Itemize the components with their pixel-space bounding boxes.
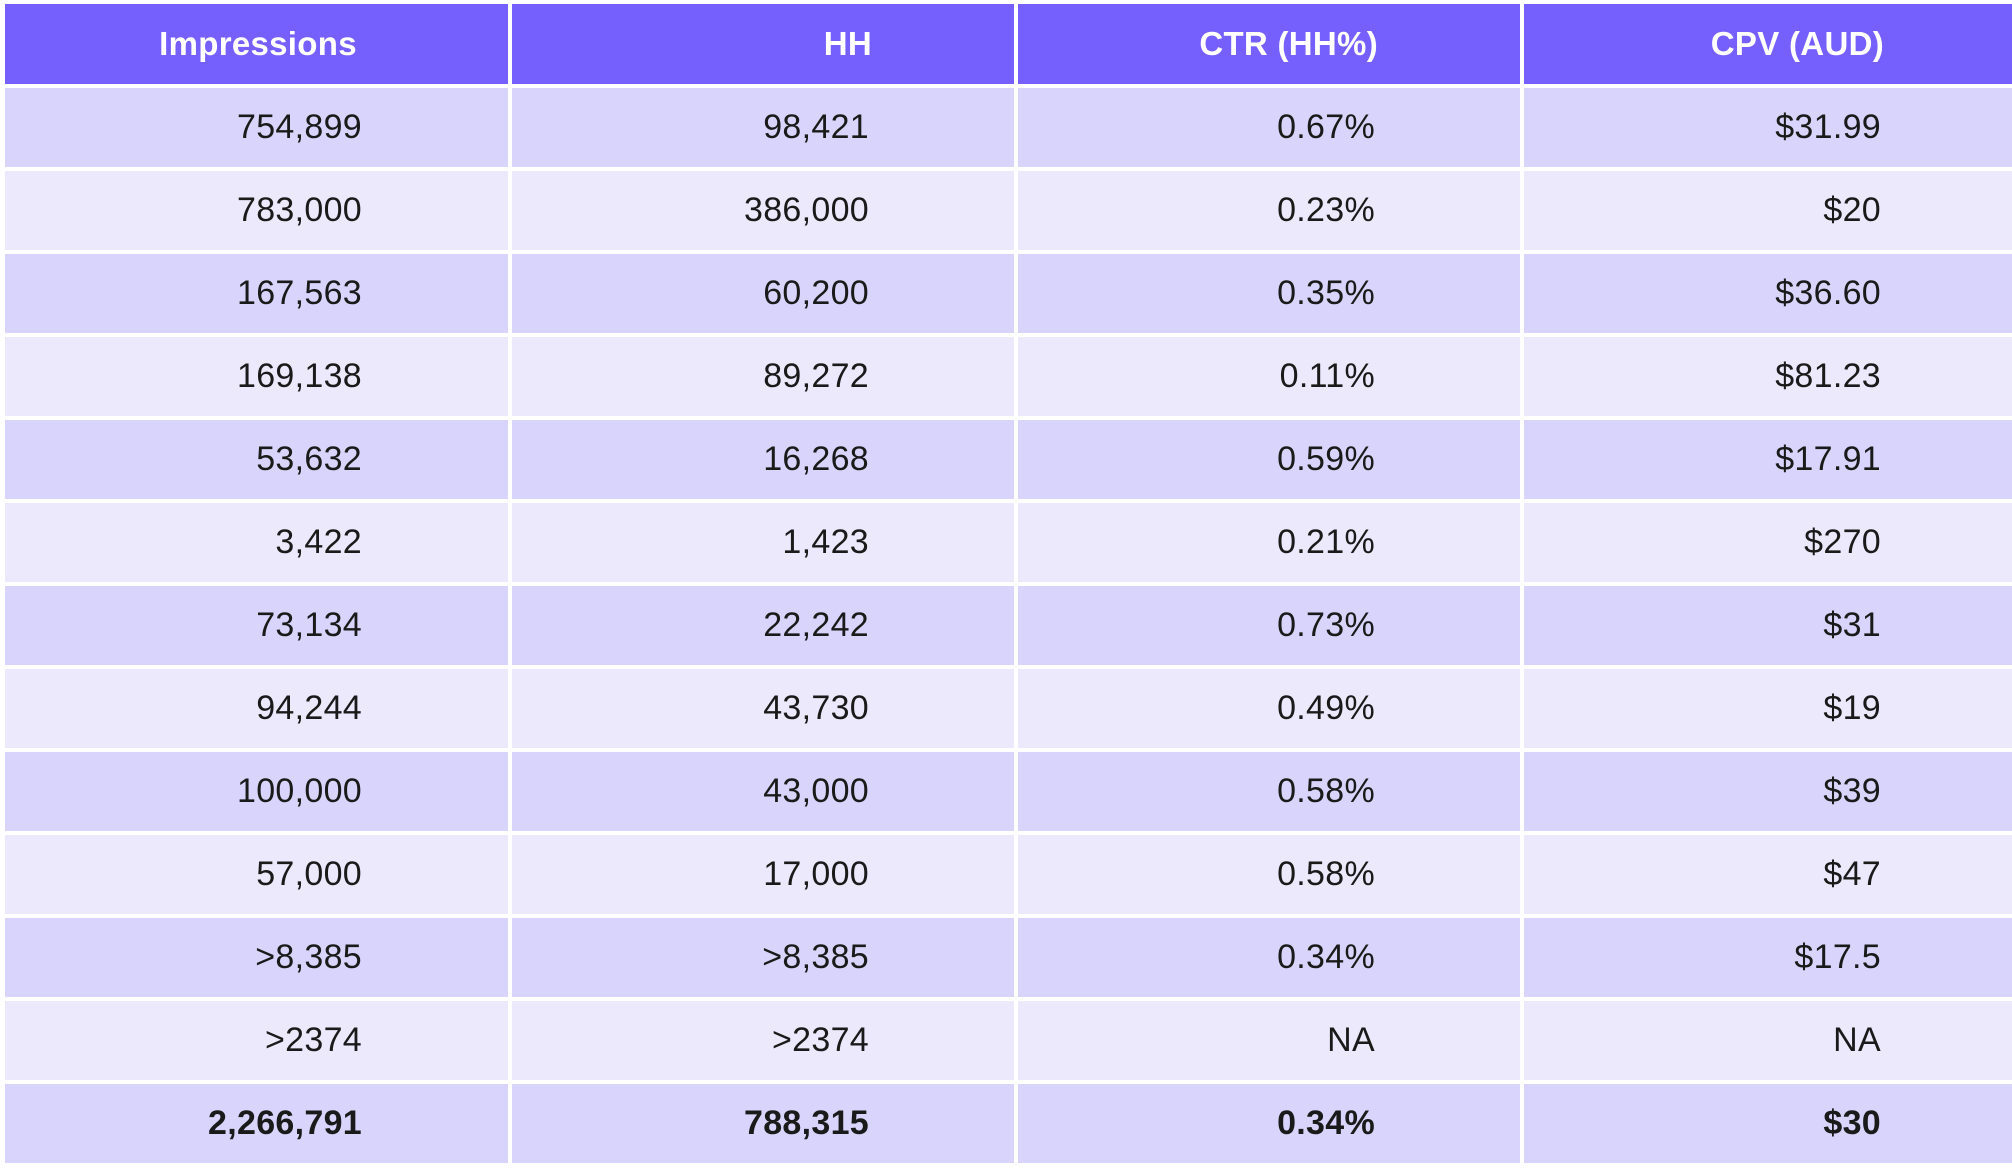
- cell-cpv: $31.99: [1524, 88, 2012, 167]
- cell-cpv: NA: [1524, 1001, 2012, 1080]
- total-impressions: 2,266,791: [0, 1084, 508, 1163]
- cell-hh: >2374: [512, 1001, 1014, 1080]
- cell-impressions: 57,000: [0, 835, 508, 914]
- cell-ctr: 0.34%: [1018, 918, 1520, 997]
- cell-hh: 43,000: [512, 752, 1014, 831]
- cell-impressions: >2374: [0, 1001, 508, 1080]
- cell-impressions: 167,563: [0, 254, 508, 333]
- cell-hh: 17,000: [512, 835, 1014, 914]
- cell-hh: 386,000: [512, 171, 1014, 250]
- cell-cpv: $81.23: [1524, 337, 2012, 416]
- cell-hh: 89,272: [512, 337, 1014, 416]
- cell-impressions: 754,899: [0, 88, 508, 167]
- cell-impressions: 783,000: [0, 171, 508, 250]
- cell-cpv: $270: [1524, 503, 2012, 582]
- cell-ctr: 0.21%: [1018, 503, 1520, 582]
- total-ctr: 0.34%: [1018, 1084, 1520, 1163]
- cell-impressions: 3,422: [0, 503, 508, 582]
- cell-ctr: 0.23%: [1018, 171, 1520, 250]
- cell-ctr: 0.58%: [1018, 752, 1520, 831]
- cell-impressions: 94,244: [0, 669, 508, 748]
- cell-cpv: $39: [1524, 752, 2012, 831]
- cell-ctr: NA: [1018, 1001, 1520, 1080]
- cell-ctr: 0.67%: [1018, 88, 1520, 167]
- cell-ctr: 0.73%: [1018, 586, 1520, 665]
- cell-hh: 16,268: [512, 420, 1014, 499]
- total-hh: 788,315: [512, 1084, 1014, 1163]
- cell-impressions: 169,138: [0, 337, 508, 416]
- metrics-table: Impressions HH CTR (HH%) CPV (AUD) 754,8…: [0, 4, 2012, 1167]
- cell-impressions: 73,134: [0, 586, 508, 665]
- cell-ctr: 0.49%: [1018, 669, 1520, 748]
- cell-cpv: $20: [1524, 171, 2012, 250]
- cell-cpv: $19: [1524, 669, 2012, 748]
- cell-hh: 60,200: [512, 254, 1014, 333]
- cell-hh: 22,242: [512, 586, 1014, 665]
- cell-ctr: 0.58%: [1018, 835, 1520, 914]
- header-ctr: CTR (HH%): [1018, 4, 1520, 84]
- header-hh: HH: [512, 4, 1014, 84]
- cell-hh: 98,421: [512, 88, 1014, 167]
- cell-impressions: 53,632: [0, 420, 508, 499]
- cell-cpv: $31: [1524, 586, 2012, 665]
- cell-cpv: $17.91: [1524, 420, 2012, 499]
- header-cpv: CPV (AUD): [1524, 4, 2012, 84]
- header-impressions: Impressions: [0, 4, 508, 84]
- cell-hh: >8,385: [512, 918, 1014, 997]
- cell-cpv: $36.60: [1524, 254, 2012, 333]
- cell-ctr: 0.11%: [1018, 337, 1520, 416]
- cell-hh: 43,730: [512, 669, 1014, 748]
- cell-cpv: $17.5: [1524, 918, 2012, 997]
- cell-hh: 1,423: [512, 503, 1014, 582]
- cell-ctr: 0.59%: [1018, 420, 1520, 499]
- total-cpv: $30: [1524, 1084, 2012, 1163]
- cell-impressions: >8,385: [0, 918, 508, 997]
- cell-cpv: $47: [1524, 835, 2012, 914]
- table-left-edge: [0, 4, 5, 1168]
- cell-impressions: 100,000: [0, 752, 508, 831]
- cell-ctr: 0.35%: [1018, 254, 1520, 333]
